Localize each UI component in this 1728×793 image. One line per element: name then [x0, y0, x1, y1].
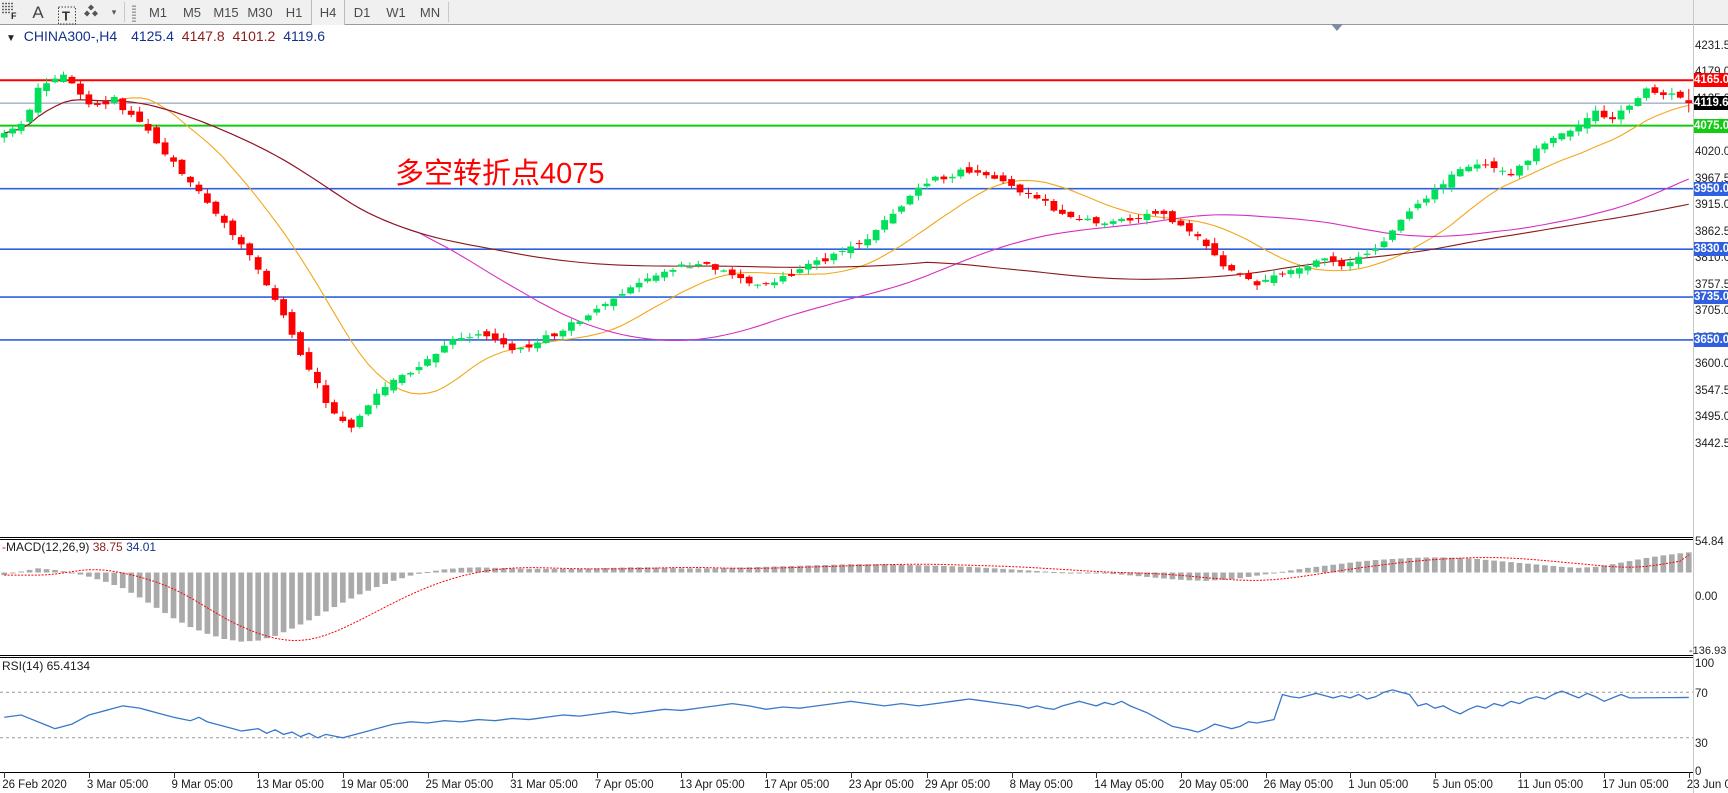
svg-text:T: T	[62, 9, 70, 24]
svg-text:F: F	[11, 11, 17, 21]
